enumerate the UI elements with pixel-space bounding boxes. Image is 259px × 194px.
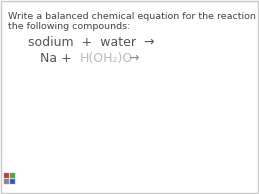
Text: H(OH₂)O: H(OH₂)O [80,52,133,65]
Text: Na +: Na + [40,52,72,65]
Text: sodium  +  water  →: sodium + water → [28,36,155,49]
Bar [4,179,9,184]
Bar [4,173,9,178]
Bar [10,173,15,178]
Text: Write a balanced chemical equation for the reaction between: Write a balanced chemical equation for t… [8,12,259,21]
Text: →: → [128,52,139,65]
Text: the following compounds:: the following compounds: [8,22,130,31]
Bar [10,179,15,184]
